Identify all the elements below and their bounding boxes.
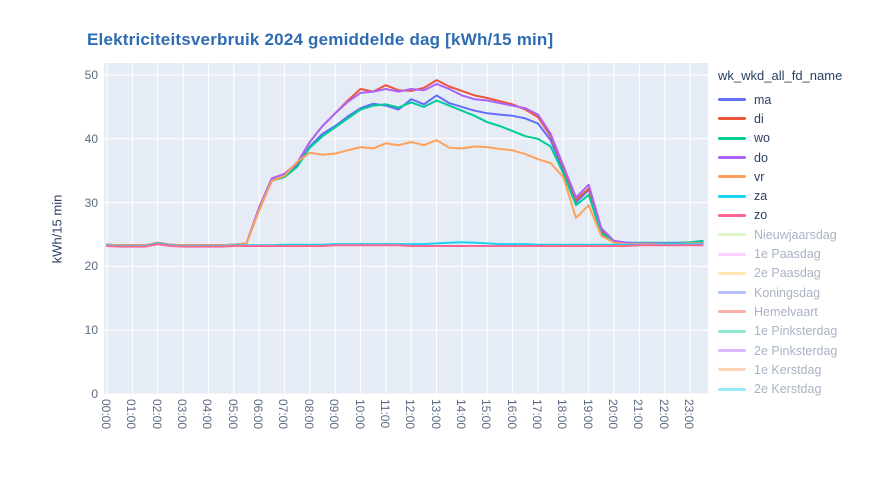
legend-label: vr bbox=[754, 169, 765, 184]
series-line-zo[interactable] bbox=[106, 243, 704, 248]
legend-item-ma[interactable]: ma bbox=[718, 90, 878, 109]
x-tick-label: 12:00 bbox=[403, 399, 418, 430]
legend-swatch-icon bbox=[718, 175, 746, 179]
x-tick-label: 19:00 bbox=[580, 399, 595, 430]
legend-label: 2e Pinksterdag bbox=[754, 343, 838, 358]
legend-swatch-icon bbox=[718, 368, 746, 372]
legend-label: do bbox=[754, 150, 768, 165]
legend-swatch-icon bbox=[718, 329, 746, 333]
x-tick-label: 01:00 bbox=[124, 399, 139, 430]
legend-title: wk_wkd_all_fd_name bbox=[718, 68, 843, 83]
legend-item-1e-paasdag[interactable]: 1e Paasdag bbox=[718, 244, 878, 263]
legend-item-zo[interactable]: zo bbox=[718, 206, 878, 225]
legend-label: ma bbox=[754, 92, 772, 107]
x-tick-label: 20:00 bbox=[606, 399, 620, 430]
legend-swatch-icon bbox=[718, 213, 746, 217]
legend: wk_wkd_all_fd_name ma di wo do vr za zo Nieuwja… bbox=[718, 68, 878, 399]
legend-item-2e-paasdag[interactable]: 2e Paasdag bbox=[718, 264, 878, 283]
chart-title: Elektriciteitsverbruik 2024 gemiddelde d… bbox=[87, 30, 554, 49]
legend-item-1e-kerstdag[interactable]: 1e Kerstdag bbox=[718, 360, 878, 379]
line-chart[interactable] bbox=[104, 63, 708, 394]
x-tick-label: 15:00 bbox=[479, 399, 494, 430]
legend-item-vr[interactable]: vr bbox=[718, 167, 878, 186]
x-tick-label: 22:00 bbox=[656, 399, 671, 430]
legend-item-2e-kerstdag[interactable]: 2e Kerstdag bbox=[718, 379, 878, 398]
y-tick-label: 40 bbox=[84, 131, 98, 146]
legend-item-wo[interactable]: wo bbox=[718, 129, 878, 148]
x-tick-label: 06:00 bbox=[251, 399, 266, 430]
legend-label: Hemelvaart bbox=[754, 304, 818, 319]
legend-swatch-icon bbox=[718, 387, 746, 391]
y-tick-label: 20 bbox=[84, 259, 98, 274]
x-tick-label: 10:00 bbox=[352, 399, 367, 430]
legend-label: wo bbox=[754, 131, 770, 146]
x-tick-label: 00:00 bbox=[99, 399, 113, 430]
x-tick-label: 09:00 bbox=[327, 399, 342, 430]
plot-background bbox=[104, 63, 708, 394]
x-tick-label: 17:00 bbox=[529, 399, 544, 430]
legend-label: 1e Kerstdag bbox=[754, 362, 822, 377]
y-tick-label: 0 bbox=[91, 387, 98, 401]
legend-swatch-icon bbox=[718, 252, 746, 256]
legend-swatch-icon bbox=[718, 156, 746, 160]
x-tick-label: 21:00 bbox=[631, 399, 646, 430]
x-tick-label: 04:00 bbox=[200, 399, 215, 430]
legend-swatch-icon bbox=[718, 310, 746, 314]
legend-item-koningsdag[interactable]: Koningsdag bbox=[718, 283, 878, 302]
legend-item-hemelvaart[interactable]: Hemelvaart bbox=[718, 302, 878, 321]
legend-item-nieuwjaarsdag[interactable]: Nieuwjaarsdag bbox=[718, 225, 878, 244]
legend-label: zo bbox=[754, 208, 768, 223]
legend-label: za bbox=[754, 189, 768, 204]
x-tick-label: 08:00 bbox=[301, 399, 316, 430]
x-tick-label: 07:00 bbox=[276, 399, 291, 430]
legend-item-2e-pinksterdag[interactable]: 2e Pinksterdag bbox=[718, 341, 878, 360]
y-tick-label: 10 bbox=[84, 323, 98, 338]
x-tick-label: 14:00 bbox=[453, 399, 468, 430]
legend-item-1e-pinksterdag[interactable]: 1e Pinksterdag bbox=[718, 322, 878, 341]
y-tick-label: 30 bbox=[84, 195, 98, 210]
legend-swatch-icon bbox=[718, 194, 746, 198]
legend-label: 2e Kerstdag bbox=[754, 382, 822, 397]
legend-swatch-icon bbox=[718, 136, 746, 140]
legend-swatch-icon bbox=[718, 233, 746, 237]
legend-label: 1e Paasdag bbox=[754, 247, 821, 262]
legend-item-di[interactable]: di bbox=[718, 109, 878, 128]
legend-item-do[interactable]: do bbox=[718, 148, 878, 167]
x-tick-label: 03:00 bbox=[175, 399, 190, 430]
x-tick-label: 13:00 bbox=[428, 399, 443, 430]
legend-items: ma di wo do vr za zo Nieuwjaarsdag 1e Paasdag 2e … bbox=[718, 90, 878, 399]
legend-swatch-icon bbox=[718, 271, 746, 275]
x-tick-label: 16:00 bbox=[504, 399, 519, 430]
x-tick-label: 23:00 bbox=[682, 399, 697, 430]
legend-swatch-icon bbox=[718, 349, 746, 352]
y-tick-label: 50 bbox=[84, 68, 98, 82]
x-tick-label: 02:00 bbox=[149, 399, 164, 430]
legend-label: 2e Paasdag bbox=[754, 266, 821, 281]
plot-area[interactable] bbox=[104, 63, 708, 394]
legend-label: Nieuwjaarsdag bbox=[754, 227, 837, 242]
legend-label: 1e Pinksterdag bbox=[754, 324, 838, 339]
legend-swatch-icon bbox=[718, 98, 746, 102]
x-tick-label: 11:00 bbox=[377, 399, 392, 429]
legend-label: di bbox=[754, 111, 764, 126]
x-tick-label: 05:00 bbox=[225, 399, 240, 430]
legend-swatch-icon bbox=[718, 117, 746, 121]
legend-swatch-icon bbox=[718, 291, 746, 295]
legend-item-za[interactable]: za bbox=[718, 186, 878, 205]
legend-label: Koningsdag bbox=[754, 285, 821, 300]
x-tick-label: 18:00 bbox=[555, 399, 570, 430]
